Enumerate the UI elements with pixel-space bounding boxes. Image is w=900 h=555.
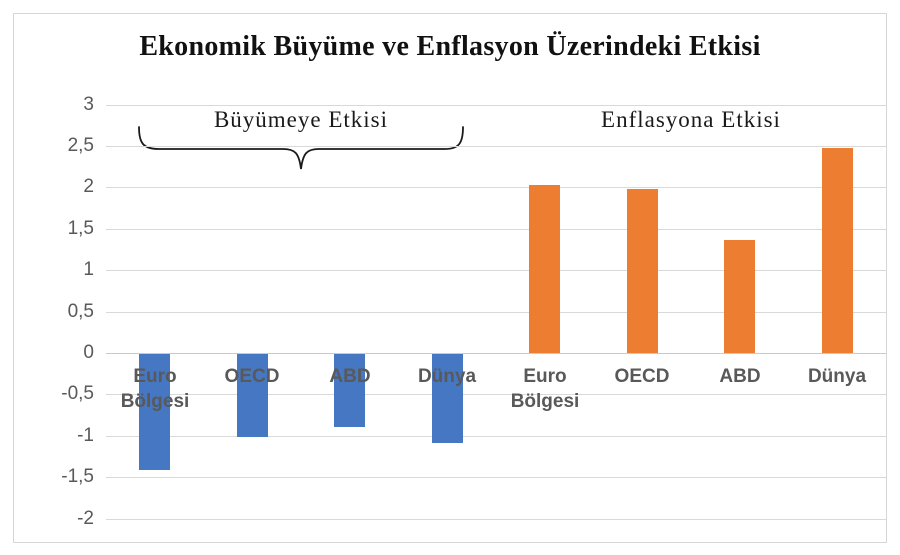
brace-icon: [138, 126, 464, 170]
gridline: [106, 394, 886, 395]
bar-growth-1: [237, 354, 268, 437]
bar-growth-3: [432, 354, 463, 443]
gridline: [106, 477, 886, 478]
category-label-inflation-1: OECD: [614, 366, 670, 387]
bar-inflation-0: [529, 185, 560, 353]
gridline: [106, 353, 886, 354]
category-label-growth-1: OECD: [224, 366, 280, 387]
gridline: [106, 229, 886, 230]
gridline: [106, 312, 886, 313]
category-label-growth-2: ABD: [329, 366, 371, 387]
y-tick-label: -0,5: [61, 383, 94, 404]
category-label-inflation-0: Euro Bölgesi: [510, 366, 580, 412]
group-label-inflation: Enflasyona Etkisi: [601, 107, 781, 132]
gridline: [106, 146, 886, 147]
gridline: [106, 436, 886, 437]
bar-inflation-2: [724, 240, 755, 353]
y-tick-label: -2: [77, 508, 94, 529]
y-tick-label: 2,5: [67, 135, 94, 156]
gridline: [106, 105, 886, 106]
category-label-growth-0: Euro Bölgesi: [120, 366, 190, 412]
y-tick-label: 1,5: [67, 218, 94, 239]
y-tick-label: 1: [83, 259, 94, 280]
gridline: [106, 270, 886, 271]
gridline: [106, 187, 886, 188]
y-tick-label: 3: [83, 94, 94, 115]
y-tick-label: -1: [77, 425, 94, 446]
y-tick-label: -1,5: [61, 466, 94, 487]
y-tick-label: 2: [83, 176, 94, 197]
bar-inflation-3: [822, 148, 853, 353]
bar-growth-0: [139, 354, 170, 470]
category-label-inflation-2: ABD: [719, 366, 761, 387]
y-tick-label: 0: [83, 342, 94, 363]
gridline: [106, 519, 886, 520]
chart-title: Ekonomik Büyüme ve Enflasyon Üzerindeki …: [139, 31, 761, 62]
bar-inflation-1: [627, 189, 658, 353]
chart-frame: Ekonomik Büyüme ve Enflasyon Üzerindeki …: [13, 13, 887, 543]
y-tick-label: 0,5: [67, 301, 94, 322]
bar-growth-2: [334, 354, 365, 427]
category-label-growth-3: Dünya: [417, 366, 477, 387]
group-label-growth: Büyümeye Etkisi: [213, 107, 389, 132]
category-label-inflation-3: Dünya: [807, 366, 867, 387]
